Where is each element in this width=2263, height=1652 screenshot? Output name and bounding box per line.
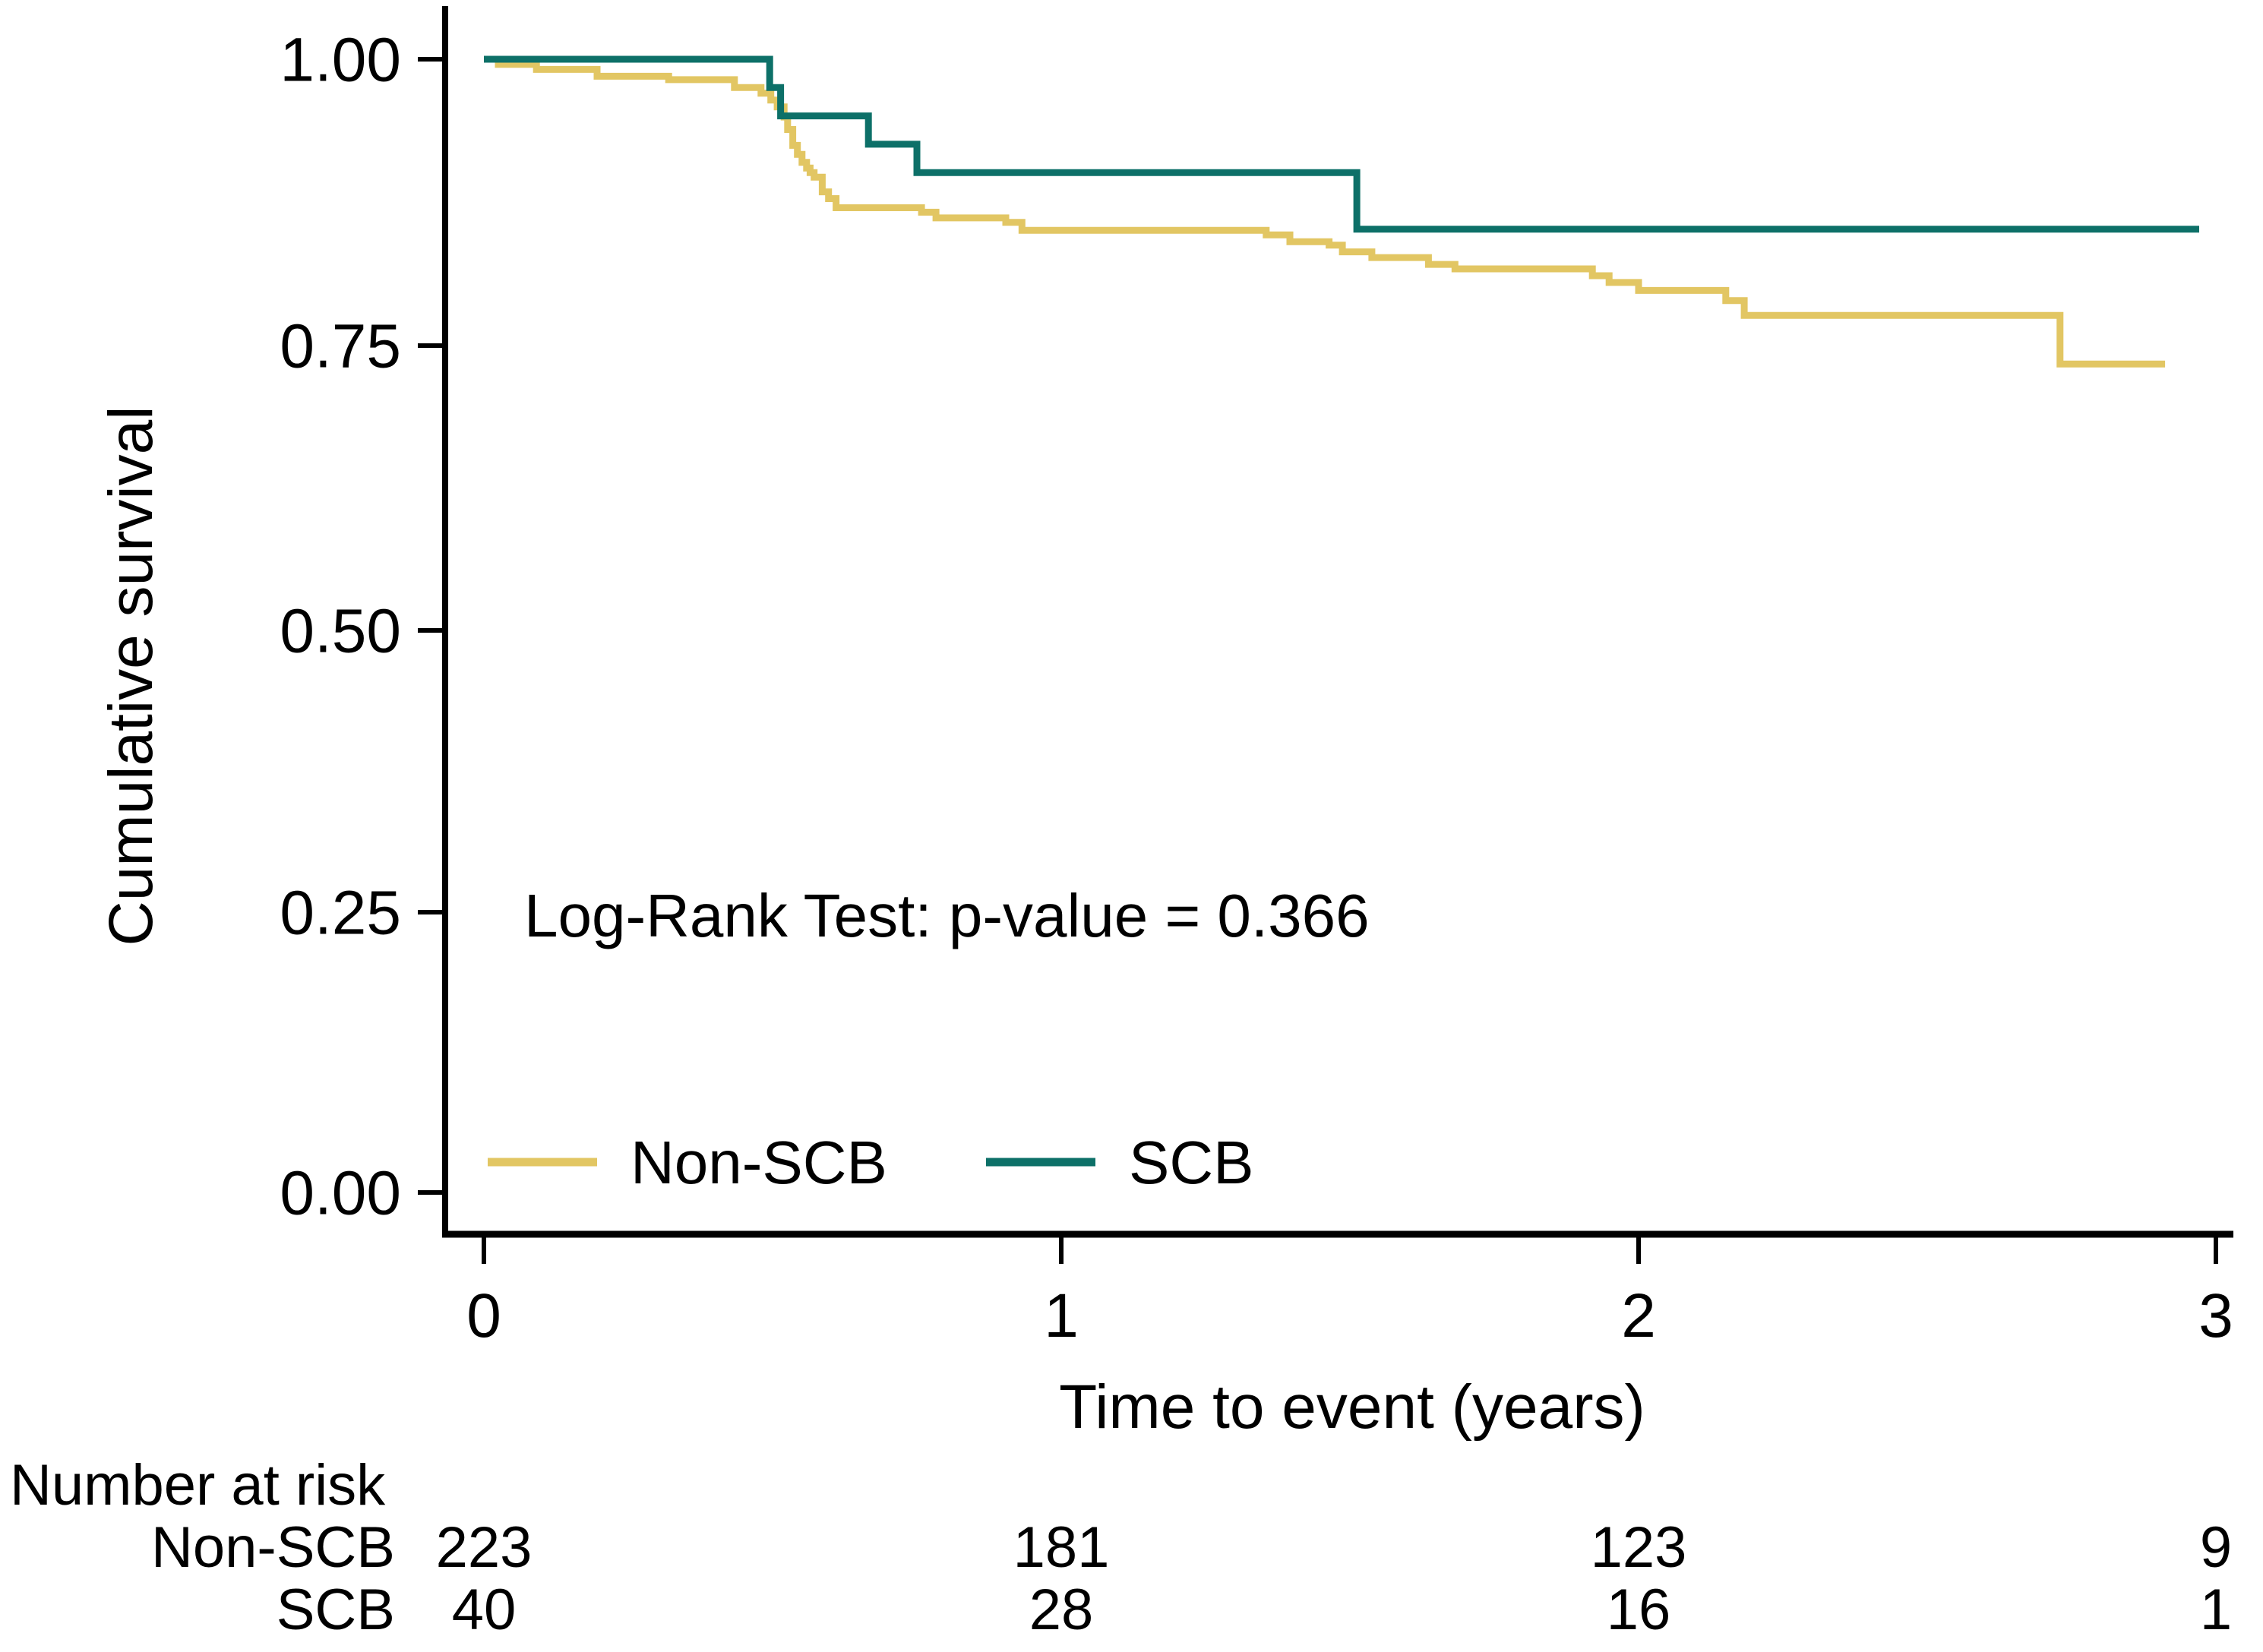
y-tick-label-0.75: 0.75 (280, 312, 401, 381)
y-tick-label-0.25: 0.25 (280, 879, 401, 948)
risk-value: 1 (2200, 1578, 2232, 1642)
risk-table: Number at risk Non-SCB 223 181 123 9 SCB… (10, 1453, 2232, 1642)
legend: Non-SCB SCB (488, 1129, 1254, 1196)
risk-row-label-scb: SCB (277, 1578, 395, 1642)
risk-value: 123 (1591, 1515, 1687, 1580)
risk-value: 16 (1607, 1578, 1671, 1642)
non-scb-curve (484, 55, 2166, 368)
log-rank-annotation: Log-Rank Test: p-value = 0.366 (524, 882, 1370, 949)
risk-value: 181 (1013, 1515, 1110, 1580)
risk-value: 28 (1029, 1578, 1094, 1642)
risk-value: 223 (436, 1515, 533, 1580)
y-tick-label-0.50: 0.50 (280, 597, 401, 666)
y-tick-label-1.00: 1.00 (280, 26, 401, 95)
risk-value: 9 (2200, 1515, 2232, 1580)
y-axis-title: Cumulative survival (96, 406, 166, 946)
x-tick-label-1: 1 (1044, 1281, 1079, 1350)
legend-label-scb: SCB (1129, 1129, 1254, 1196)
x-tick-label-3: 3 (2198, 1281, 2233, 1350)
x-tick-label-2: 2 (1621, 1281, 1656, 1350)
legend-label-non-scb: Non-SCB (631, 1129, 887, 1196)
risk-value: 40 (452, 1578, 517, 1642)
risk-row-label-non-scb: Non-SCB (151, 1515, 395, 1580)
scb-curve (484, 55, 2199, 233)
x-tick-label-0: 0 (466, 1281, 501, 1350)
risk-table-title: Number at risk (10, 1453, 386, 1518)
x-axis-title: Time to event (years) (1059, 1372, 1645, 1442)
y-tick-label-0.00: 0.00 (280, 1159, 401, 1228)
